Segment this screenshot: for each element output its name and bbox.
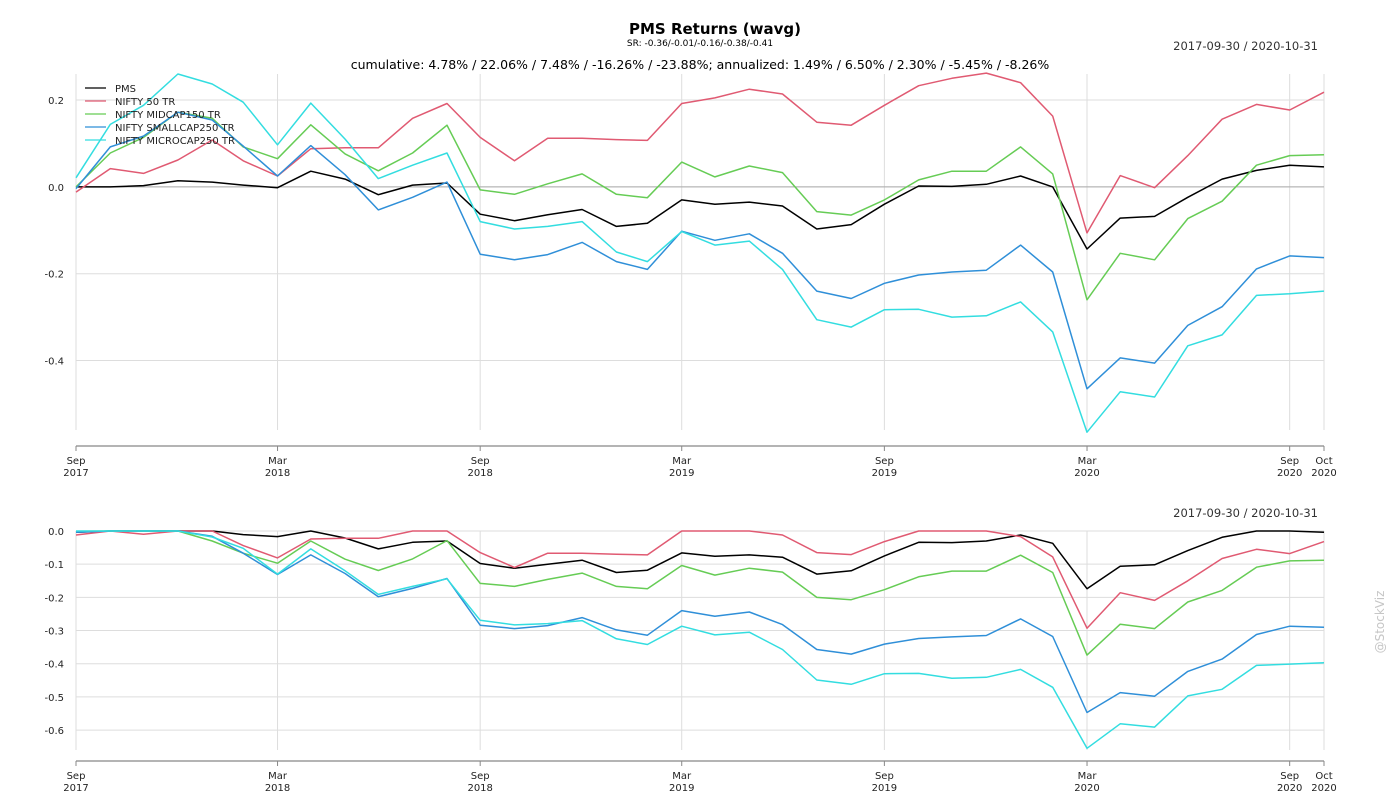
chart-title: PMS Returns (wavg) xyxy=(629,20,801,38)
cumulative-returns-line: cumulative: 4.78% / 22.06% / 7.48% / -16… xyxy=(350,57,1050,72)
panel-1: 0.20.0-0.2-0.4Sep2017Mar2018Sep2018Mar20… xyxy=(44,72,1337,479)
x-tick-label: 2020 xyxy=(1311,468,1336,479)
series-line-pms xyxy=(76,164,1325,250)
x-tick-label: 2020 xyxy=(1074,468,1099,479)
x-tick-label: Sep xyxy=(1280,456,1299,467)
x-tick-label: 2019 xyxy=(872,468,897,479)
y-tick-label: -0.5 xyxy=(44,693,64,704)
legend-label: PMS xyxy=(115,84,136,95)
date-range-top: 2017-09-30 / 2020-10-31 xyxy=(1173,39,1318,53)
x-tick-label: Mar xyxy=(1078,456,1098,467)
y-tick-label: 0.2 xyxy=(48,96,64,107)
panel-2: 0.0-0.1-0.2-0.3-0.4-0.5-0.6Sep2017Mar201… xyxy=(44,527,1336,794)
y-tick-label: -0.1 xyxy=(44,560,64,571)
legend: PMS NIFTY 50 TR NIFTY MIDCAP150 TR NIFTY SM… xyxy=(85,84,235,147)
series-line-pms xyxy=(75,530,1325,590)
x-tick-label: Oct xyxy=(1315,771,1332,782)
x-tick-label: 2018 xyxy=(265,783,290,794)
x-tick-label: Mar xyxy=(1078,771,1098,782)
x-tick-label: Mar xyxy=(268,771,288,782)
x-tick-label: 2017 xyxy=(63,783,88,794)
series-line-nifty-midcap150-tr xyxy=(75,530,1325,656)
x-tick-label: Sep xyxy=(67,771,86,782)
x-tick-label: Mar xyxy=(672,456,692,467)
x-tick-label: 2019 xyxy=(872,783,897,794)
x-tick-label: 2018 xyxy=(467,783,492,794)
legend-label: NIFTY SMALLCAP250 TR xyxy=(115,123,235,134)
x-tick-label: 2020 xyxy=(1277,783,1302,794)
x-tick-label: 2020 xyxy=(1277,468,1302,479)
x-tick-label: Sep xyxy=(67,456,86,467)
x-tick-label: 2017 xyxy=(63,468,88,479)
y-tick-label: -0.3 xyxy=(44,627,64,638)
x-tick-label: Sep xyxy=(875,771,894,782)
x-tick-label: Sep xyxy=(471,456,490,467)
x-tick-label: Sep xyxy=(471,771,490,782)
legend-label: NIFTY 50 TR xyxy=(115,97,175,108)
x-tick-label: 2019 xyxy=(669,783,694,794)
y-tick-label: -0.4 xyxy=(44,660,64,671)
y-tick-label: 0.0 xyxy=(48,183,64,194)
series-line-nifty-microcap250-tr xyxy=(76,530,1325,750)
y-tick-label: -0.6 xyxy=(44,726,64,737)
x-tick-label: Mar xyxy=(672,771,692,782)
x-tick-label: 2018 xyxy=(265,468,290,479)
series-line-nifty-smallcap250-tr xyxy=(75,111,1325,390)
series-line-nifty-50-tr xyxy=(75,530,1325,629)
x-tick-label: Sep xyxy=(875,456,894,467)
y-tick-label: -0.2 xyxy=(44,270,64,281)
series-line-nifty-microcap250-tr xyxy=(75,73,1325,433)
y-tick-label: -0.4 xyxy=(44,357,64,368)
series-line-nifty-midcap150-tr xyxy=(75,111,1325,301)
legend-label: NIFTY MIDCAP150 TR xyxy=(115,110,221,121)
x-tick-label: Oct xyxy=(1315,456,1332,467)
x-tick-label: Sep xyxy=(1280,771,1299,782)
y-tick-label: -0.2 xyxy=(44,593,64,604)
y-tick-label: 0.0 xyxy=(48,527,64,538)
x-tick-label: 2019 xyxy=(669,468,694,479)
x-tick-label: 2020 xyxy=(1311,783,1336,794)
x-tick-label: 2020 xyxy=(1074,783,1099,794)
series-line-nifty-smallcap250-tr xyxy=(75,530,1325,714)
date-range-bottom: 2017-09-30 / 2020-10-31 xyxy=(1173,506,1318,520)
sharpe-ratio-line: SR: -0.36/-0.01/-0.16/-0.38/-0.41 xyxy=(626,39,774,49)
x-tick-label: Mar xyxy=(268,456,288,467)
legend-label: NIFTY MICROCAP250 TR xyxy=(115,136,235,147)
x-tick-label: 2018 xyxy=(467,468,492,479)
